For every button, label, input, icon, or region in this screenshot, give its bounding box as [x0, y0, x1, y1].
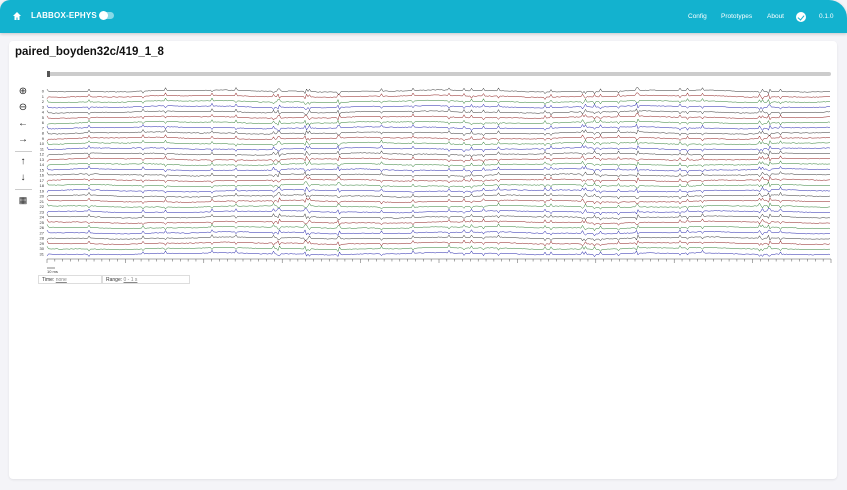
- channel-trace: [46, 191, 831, 200]
- range-value[interactable]: 0 - 1 s: [123, 277, 138, 283]
- channel-trace: [46, 108, 831, 116]
- channel-trace: [46, 213, 831, 221]
- arrow-down-icon[interactable]: ↓: [20, 172, 26, 183]
- version-label: 0.1.0: [819, 13, 834, 20]
- channel-trace: [46, 176, 831, 184]
- channel-label: 5: [42, 115, 45, 120]
- channel-label: 25: [40, 220, 45, 225]
- channel-trace: [46, 186, 831, 194]
- channel-label: 9: [42, 136, 45, 141]
- channel-label: 8: [42, 131, 45, 136]
- channel-label: 16: [40, 173, 45, 178]
- zoom-in-icon[interactable]: ⊕: [18, 86, 28, 97]
- channel-trace: [46, 118, 831, 126]
- arrow-left-icon[interactable]: ←: [18, 118, 28, 129]
- time-value[interactable]: none: [55, 277, 67, 283]
- scale-bar-label: 10 ms: [47, 269, 58, 274]
- channel-label: 4: [42, 110, 45, 115]
- toolbar-divider: [15, 189, 32, 190]
- timeseries-plot[interactable]: 0123456789101112131415161718192021222324…: [36, 84, 836, 274]
- channel-trace: [46, 239, 831, 247]
- channel-label: 7: [42, 125, 45, 130]
- channel-label: 2: [42, 99, 45, 104]
- arrow-right-icon[interactable]: →: [18, 134, 28, 145]
- channel-trace: [46, 229, 831, 237]
- nav-prototypes[interactable]: Prototypes: [721, 13, 753, 20]
- channel-label: 29: [40, 241, 45, 246]
- app-bar: LABBOX-EPHYS Config Prototypes About 0.1…: [0, 0, 847, 33]
- time-scrollbar[interactable]: [47, 71, 831, 77]
- channel-label: 27: [40, 230, 45, 235]
- channel-trace: [46, 223, 831, 232]
- theme-toggle[interactable]: [99, 11, 114, 20]
- channel-label: 11: [40, 146, 45, 151]
- channel-trace: [46, 92, 831, 100]
- channel-trace: [46, 123, 831, 131]
- channel-label: 18: [40, 183, 45, 188]
- channel-trace: [46, 128, 831, 137]
- grid-icon[interactable]: ▦: [18, 195, 28, 205]
- channel-trace: [46, 97, 831, 106]
- channel-label: 22: [40, 204, 45, 209]
- channel-trace: [46, 181, 831, 189]
- channel-trace: [46, 218, 831, 226]
- home-icon[interactable]: [12, 11, 22, 21]
- channel-trace: [46, 102, 831, 111]
- channel-label: 3: [42, 104, 45, 109]
- channel-label: 31: [40, 251, 45, 256]
- toolbar-divider: [15, 151, 32, 152]
- channel-trace: [46, 139, 831, 147]
- range-readout: Range: 0 - 1 s: [102, 275, 190, 284]
- channel-trace: [46, 165, 831, 174]
- channel-trace: [46, 154, 831, 163]
- channel-trace: [46, 150, 831, 158]
- page-title: paired_boyden32c/419_1_8: [15, 46, 164, 58]
- channel-label: 24: [40, 215, 45, 220]
- channel-label: 10: [40, 141, 45, 146]
- channel-trace: [46, 87, 831, 95]
- channel-label: 26: [40, 225, 45, 230]
- channel-trace: [46, 197, 830, 205]
- channel-label: 23: [40, 209, 45, 214]
- nav-config[interactable]: Config: [688, 13, 707, 20]
- scrollbar-thumb[interactable]: [47, 71, 50, 77]
- channel-trace: [46, 234, 831, 242]
- arrow-up-icon[interactable]: ↑: [20, 156, 26, 167]
- channel-label: 20: [40, 194, 45, 199]
- channel-trace: [46, 171, 831, 179]
- status-check-icon[interactable]: [796, 12, 806, 22]
- main-card: [9, 41, 837, 479]
- channel-trace: [46, 244, 831, 253]
- channel-label: 6: [42, 120, 45, 125]
- channel-label: 21: [40, 199, 45, 204]
- channel-label: 19: [40, 188, 45, 193]
- channel-trace: [46, 207, 831, 216]
- channel-label: 28: [40, 236, 45, 241]
- channel-label: 17: [40, 178, 45, 183]
- nav-about[interactable]: About: [767, 13, 784, 20]
- channel-label: 30: [40, 246, 45, 251]
- channel-trace: [46, 113, 831, 121]
- channel-label: 13: [40, 157, 45, 162]
- app-title[interactable]: LABBOX-EPHYS: [31, 11, 97, 20]
- time-label: Time:: [42, 277, 55, 283]
- channel-label: 14: [40, 162, 45, 167]
- channel-label: 15: [40, 167, 45, 172]
- channel-trace: [46, 249, 831, 258]
- channel-trace: [46, 160, 831, 168]
- zoom-out-icon[interactable]: ⊖: [18, 102, 28, 113]
- time-readout: Time: none: [38, 275, 102, 284]
- channel-trace: [46, 202, 831, 210]
- range-label: Range:: [106, 277, 123, 283]
- channel-label: 12: [40, 152, 45, 157]
- channel-label: 1: [42, 94, 45, 99]
- channel-label: 0: [42, 89, 45, 94]
- channel-trace: [46, 134, 831, 142]
- channel-trace: [46, 144, 831, 153]
